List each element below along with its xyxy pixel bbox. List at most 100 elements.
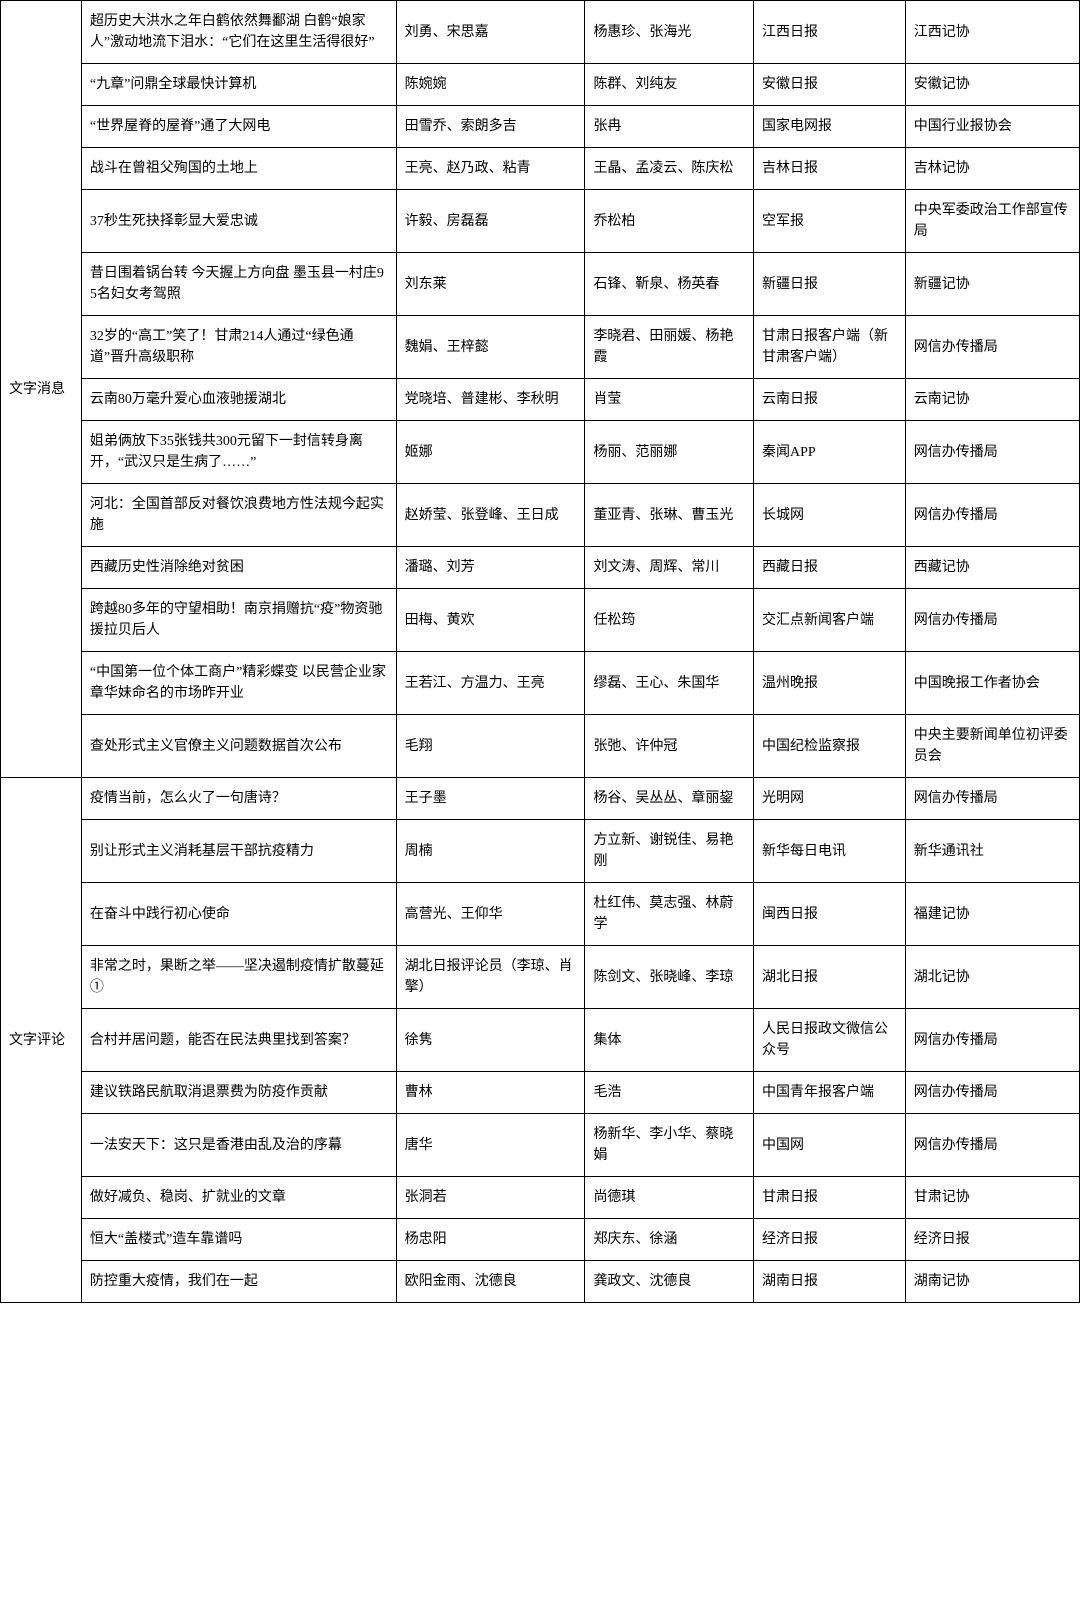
editor-cell: 集体 bbox=[585, 1009, 754, 1072]
title-cell: 在奋斗中践行初心使命 bbox=[81, 883, 396, 946]
author-cell: 魏娟、王梓懿 bbox=[396, 316, 585, 379]
media-cell: 甘肃日报 bbox=[754, 1177, 906, 1219]
media-cell: 甘肃日报客户端（新甘肃客户端） bbox=[754, 316, 906, 379]
media-cell: 闽西日报 bbox=[754, 883, 906, 946]
title-cell: 32岁的“高工”笑了！甘肃214人通过“绿色通道”晋升高级职称 bbox=[81, 316, 396, 379]
table-row: 在奋斗中践行初心使命高营光、王仰华杜红伟、莫志强、林蔚学闽西日报福建记协 bbox=[1, 883, 1080, 946]
org-cell: 新华通讯社 bbox=[905, 820, 1079, 883]
author-cell: 王子墨 bbox=[396, 778, 585, 820]
editor-cell: 方立新、谢锐佳、易艳刚 bbox=[585, 820, 754, 883]
org-cell: 中国行业报协会 bbox=[905, 106, 1079, 148]
title-cell: 建议铁路民航取消退票费为防疫作贡献 bbox=[81, 1072, 396, 1114]
org-cell: 云南记协 bbox=[905, 379, 1079, 421]
editor-cell: 乔松柏 bbox=[585, 190, 754, 253]
org-cell: 中央军委政治工作部宣传局 bbox=[905, 190, 1079, 253]
media-cell: 光明网 bbox=[754, 778, 906, 820]
title-cell: 河北：全国首部反对餐饮浪费地方性法规今起实施 bbox=[81, 484, 396, 547]
media-cell: 湖北日报 bbox=[754, 946, 906, 1009]
editor-cell: 张冉 bbox=[585, 106, 754, 148]
table-row: 河北：全国首部反对餐饮浪费地方性法规今起实施赵娇莹、张登峰、王日成董亚青、张琳、… bbox=[1, 484, 1080, 547]
title-cell: 合村并居问题，能否在民法典里找到答案？ bbox=[81, 1009, 396, 1072]
table-row: 别让形式主义消耗基层干部抗疫精力周楠方立新、谢锐佳、易艳刚新华每日电讯新华通讯社 bbox=[1, 820, 1080, 883]
org-cell: 网信办传播局 bbox=[905, 1072, 1079, 1114]
table-row: 西藏历史性消除绝对贫困潘璐、刘芳刘文涛、周辉、常川西藏日报西藏记协 bbox=[1, 547, 1080, 589]
editor-cell: 杨惠珍、张海光 bbox=[585, 1, 754, 64]
author-cell: 党晓培、普建彬、李秋明 bbox=[396, 379, 585, 421]
editor-cell: 张弛、许仲冠 bbox=[585, 715, 754, 778]
author-cell: 毛翔 bbox=[396, 715, 585, 778]
media-cell: 人民日报政文微信公众号 bbox=[754, 1009, 906, 1072]
editor-cell: 任松筠 bbox=[585, 589, 754, 652]
media-cell: 西藏日报 bbox=[754, 547, 906, 589]
title-cell: 做好减负、稳岗、扩就业的文章 bbox=[81, 1177, 396, 1219]
author-cell: 唐华 bbox=[396, 1114, 585, 1177]
media-cell: 秦闻APP bbox=[754, 421, 906, 484]
title-cell: 超历史大洪水之年白鹤依然舞鄱湖 白鹤“娘家人”激动地流下泪水：“它们在这里生活得… bbox=[81, 1, 396, 64]
org-cell: 经济日报 bbox=[905, 1219, 1079, 1261]
org-cell: 网信办传播局 bbox=[905, 1114, 1079, 1177]
media-cell: 中国纪检监察报 bbox=[754, 715, 906, 778]
table-row: 恒大“盖楼式”造车靠谱吗杨忠阳郑庆东、徐涵经济日报经济日报 bbox=[1, 1219, 1080, 1261]
org-cell: 西藏记协 bbox=[905, 547, 1079, 589]
author-cell: 欧阳金雨、沈德良 bbox=[396, 1261, 585, 1303]
media-cell: 中国青年报客户端 bbox=[754, 1072, 906, 1114]
org-cell: 吉林记协 bbox=[905, 148, 1079, 190]
media-cell: 交汇点新闻客户端 bbox=[754, 589, 906, 652]
title-cell: 昔日围着锅台转 今天握上方向盘 墨玉县一村庄95名妇女考驾照 bbox=[81, 253, 396, 316]
category-cell: 文字消息 bbox=[1, 1, 82, 778]
editor-cell: 杨谷、吴丛丛、章丽鋆 bbox=[585, 778, 754, 820]
editor-cell: 毛浩 bbox=[585, 1072, 754, 1114]
org-cell: 网信办传播局 bbox=[905, 589, 1079, 652]
author-cell: 田梅、黄欢 bbox=[396, 589, 585, 652]
org-cell: 网信办传播局 bbox=[905, 1009, 1079, 1072]
table-row: “中国第一位个体工商户”精彩蝶变 以民营企业家章华妹命名的市场昨开业王若江、方温… bbox=[1, 652, 1080, 715]
table-row: 32岁的“高工”笑了！甘肃214人通过“绿色通道”晋升高级职称魏娟、王梓懿李晓君… bbox=[1, 316, 1080, 379]
media-cell: 湖南日报 bbox=[754, 1261, 906, 1303]
media-cell: 国家电网报 bbox=[754, 106, 906, 148]
editor-cell: 肖莹 bbox=[585, 379, 754, 421]
title-cell: 跨越80多年的守望相助！南京捐赠抗“疫”物资驰援拉贝后人 bbox=[81, 589, 396, 652]
org-cell: 中央主要新闻单位初评委员会 bbox=[905, 715, 1079, 778]
org-cell: 甘肃记协 bbox=[905, 1177, 1079, 1219]
title-cell: 37秒生死抉择彰显大爱忠诚 bbox=[81, 190, 396, 253]
media-cell: 经济日报 bbox=[754, 1219, 906, 1261]
title-cell: 姐弟俩放下35张钱共300元留下一封信转身离开，“武汉只是生病了……” bbox=[81, 421, 396, 484]
editor-cell: 李晓君、田丽媛、杨艳霞 bbox=[585, 316, 754, 379]
editor-cell: 缪磊、王心、朱国华 bbox=[585, 652, 754, 715]
author-cell: 陈婉婉 bbox=[396, 64, 585, 106]
title-cell: 查处形式主义官僚主义问题数据首次公布 bbox=[81, 715, 396, 778]
title-cell: 西藏历史性消除绝对贫困 bbox=[81, 547, 396, 589]
org-cell: 中国晚报工作者协会 bbox=[905, 652, 1079, 715]
media-cell: 吉林日报 bbox=[754, 148, 906, 190]
editor-cell: 郑庆东、徐涵 bbox=[585, 1219, 754, 1261]
editor-cell: 刘文涛、周辉、常川 bbox=[585, 547, 754, 589]
author-cell: 徐隽 bbox=[396, 1009, 585, 1072]
title-cell: 恒大“盖楼式”造车靠谱吗 bbox=[81, 1219, 396, 1261]
editor-cell: 陈群、刘纯友 bbox=[585, 64, 754, 106]
title-cell: 疫情当前，怎么火了一句唐诗？ bbox=[81, 778, 396, 820]
table-row: 非常之时，果断之举——坚决遏制疫情扩散蔓延①湖北日报评论员（李琼、肖擎）陈剑文、… bbox=[1, 946, 1080, 1009]
editor-cell: 杜红伟、莫志强、林蔚学 bbox=[585, 883, 754, 946]
org-cell: 新疆记协 bbox=[905, 253, 1079, 316]
table-row: 防控重大疫情，我们在一起欧阳金雨、沈德良龚政文、沈德良湖南日报湖南记协 bbox=[1, 1261, 1080, 1303]
author-cell: 张洞若 bbox=[396, 1177, 585, 1219]
author-cell: 曹林 bbox=[396, 1072, 585, 1114]
table-row: 查处形式主义官僚主义问题数据首次公布毛翔张弛、许仲冠中国纪检监察报中央主要新闻单… bbox=[1, 715, 1080, 778]
table-row: “世界屋脊的屋脊”通了大网电田雪乔、索朗多吉张冉国家电网报中国行业报协会 bbox=[1, 106, 1080, 148]
title-cell: 非常之时，果断之举——坚决遏制疫情扩散蔓延① bbox=[81, 946, 396, 1009]
table-row: 云南80万毫升爱心血液驰援湖北党晓培、普建彬、李秋明肖莹云南日报云南记协 bbox=[1, 379, 1080, 421]
author-cell: 湖北日报评论员（李琼、肖擎） bbox=[396, 946, 585, 1009]
media-cell: 云南日报 bbox=[754, 379, 906, 421]
author-cell: 潘璐、刘芳 bbox=[396, 547, 585, 589]
table-row: 文字评论疫情当前，怎么火了一句唐诗？王子墨杨谷、吴丛丛、章丽鋆光明网网信办传播局 bbox=[1, 778, 1080, 820]
media-cell: 新华每日电讯 bbox=[754, 820, 906, 883]
org-cell: 网信办传播局 bbox=[905, 778, 1079, 820]
table-row: 建议铁路民航取消退票费为防疫作贡献曹林毛浩中国青年报客户端网信办传播局 bbox=[1, 1072, 1080, 1114]
table-row: 昔日围着锅台转 今天握上方向盘 墨玉县一村庄95名妇女考驾照刘东莱石锋、靳泉、杨… bbox=[1, 253, 1080, 316]
author-cell: 周楠 bbox=[396, 820, 585, 883]
table-row: 战斗在曾祖父殉国的土地上王亮、赵乃政、粘青王晶、孟凌云、陈庆松吉林日报吉林记协 bbox=[1, 148, 1080, 190]
title-cell: 一法安天下：这只是香港由乱及治的序幕 bbox=[81, 1114, 396, 1177]
author-cell: 王若江、方温力、王亮 bbox=[396, 652, 585, 715]
editor-cell: 陈剑文、张晓峰、李琼 bbox=[585, 946, 754, 1009]
media-cell: 空军报 bbox=[754, 190, 906, 253]
